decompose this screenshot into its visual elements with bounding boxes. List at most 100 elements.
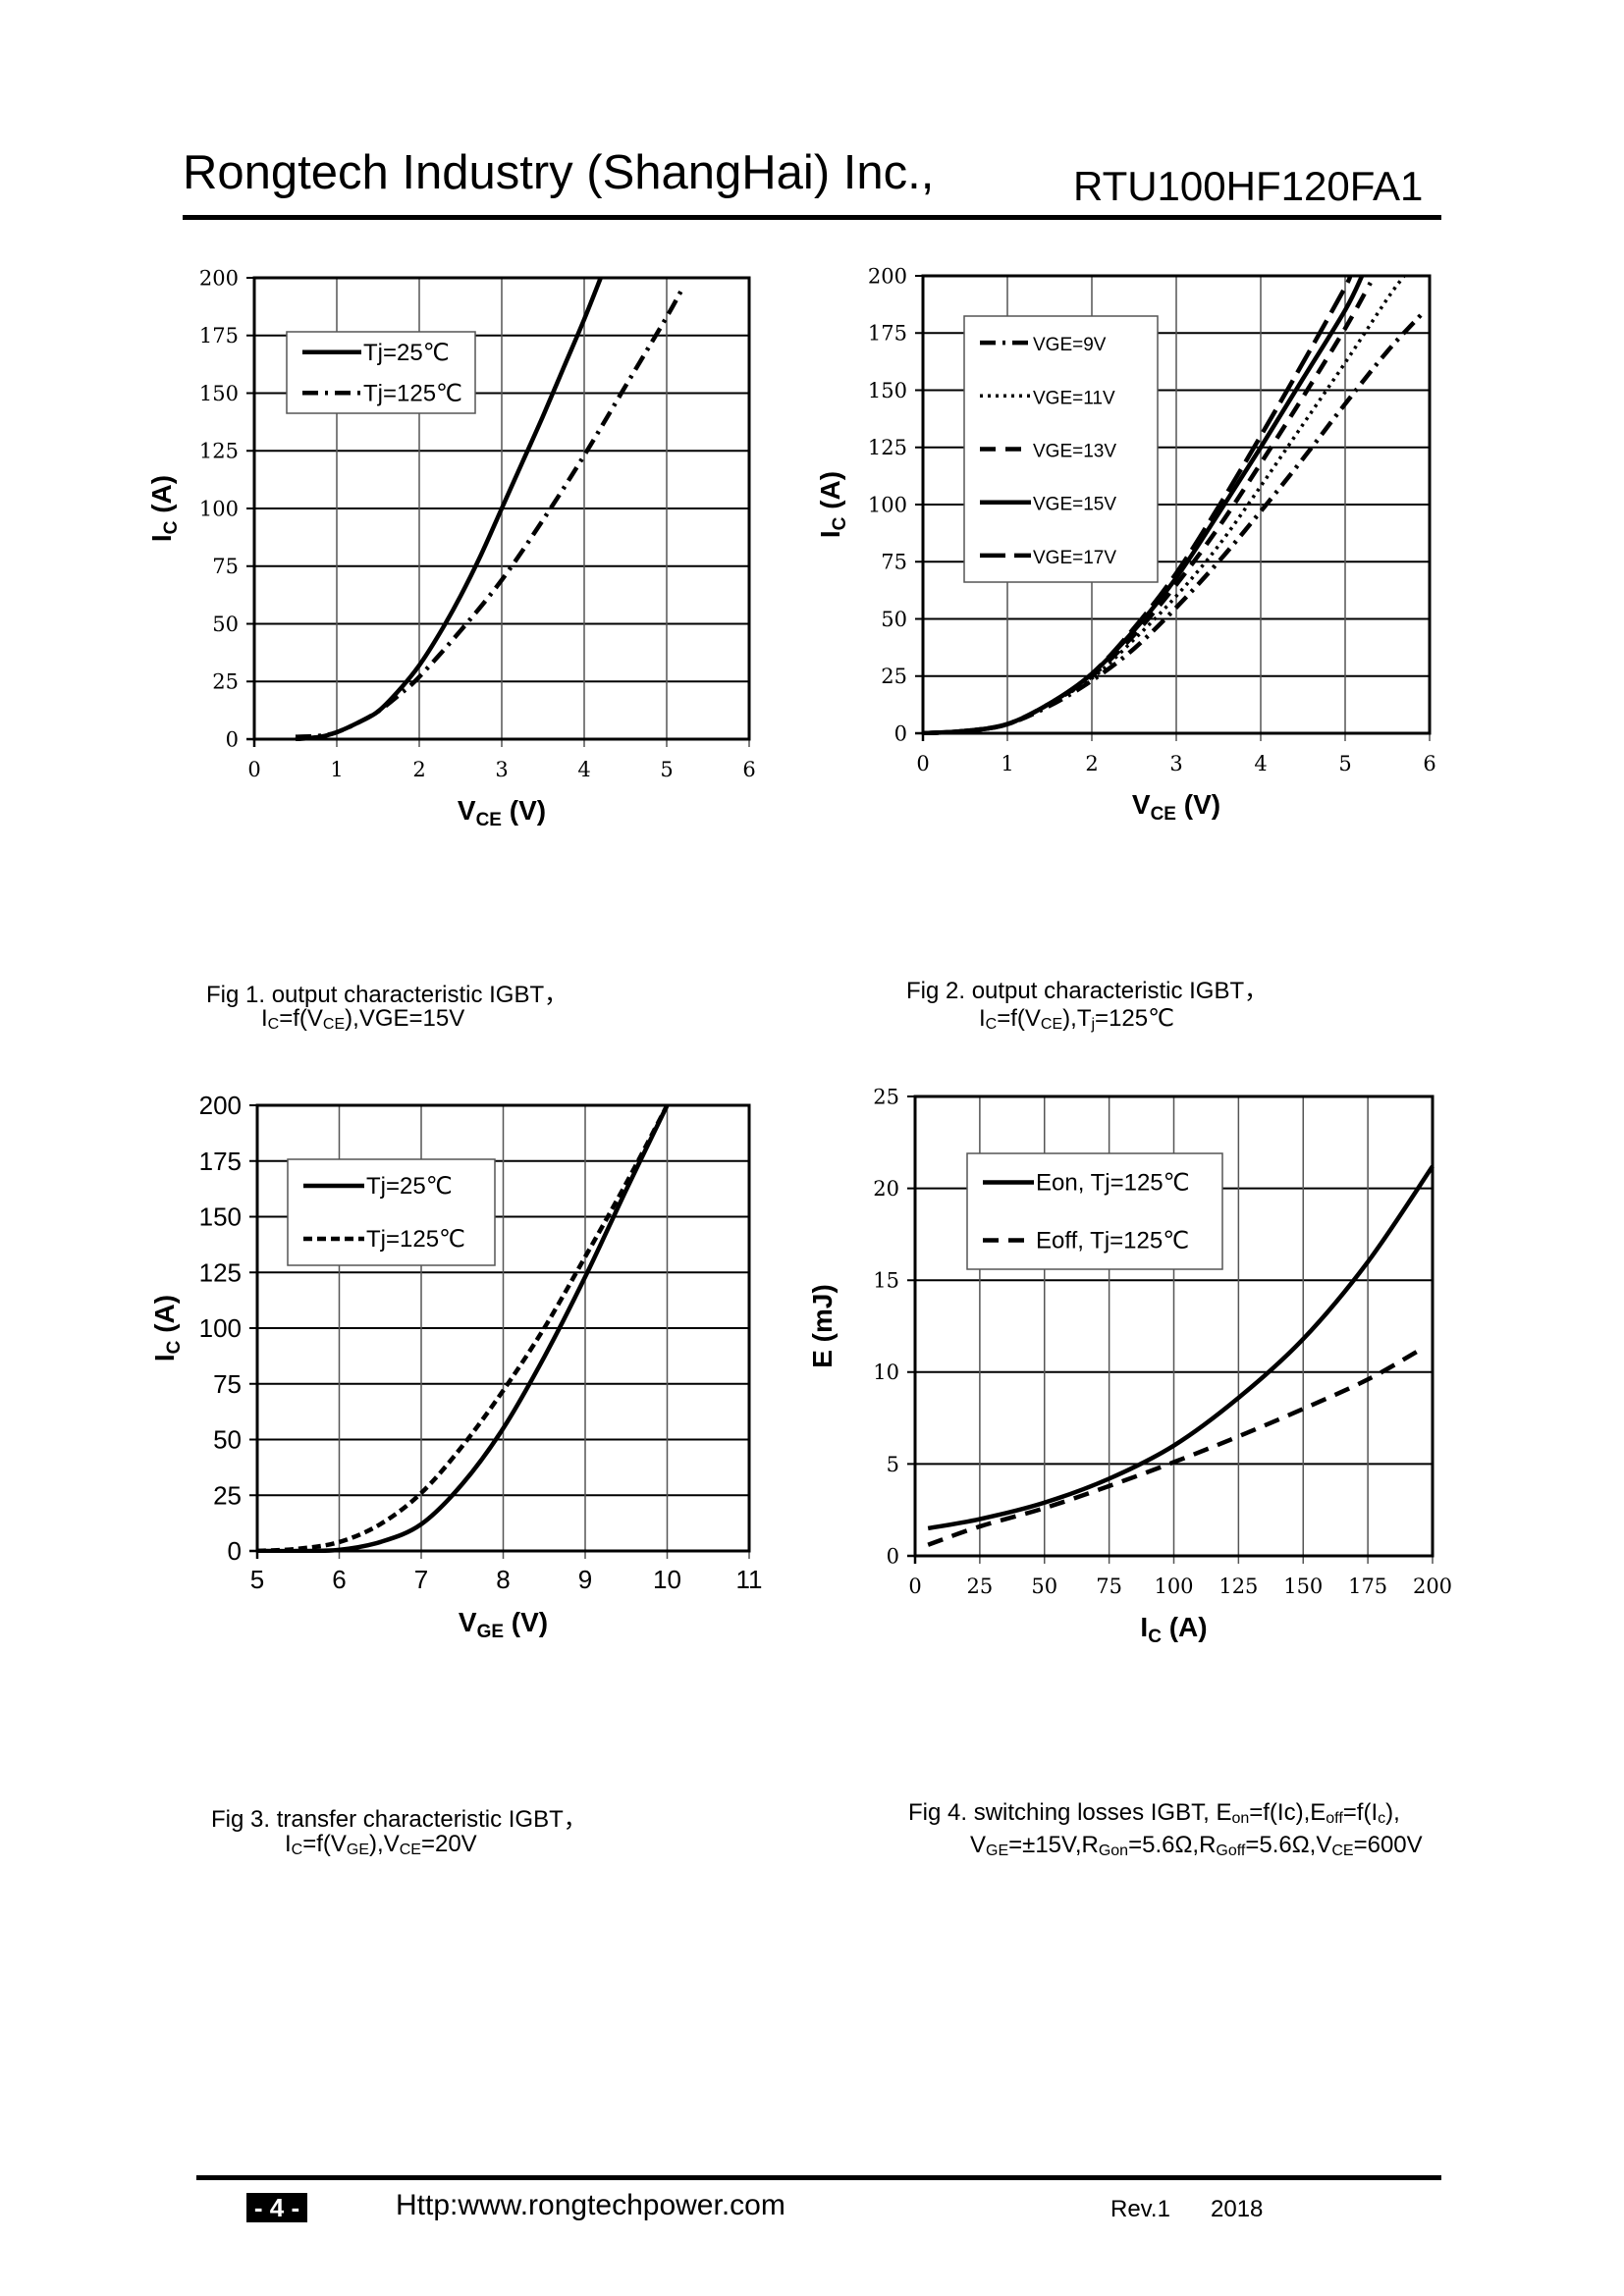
y-axis-label: IC (A) <box>815 471 850 538</box>
y-tick-label: 100 <box>199 1313 242 1343</box>
y-tick-label: 125 <box>868 436 907 459</box>
y-tick-label: 50 <box>881 608 907 631</box>
y-tick-label: 75 <box>881 551 907 574</box>
caption-text: V <box>970 1832 987 1858</box>
x-tick-label: 2 <box>412 758 425 781</box>
fig2-caption-line1: Fig 2. output characteristic IGBT， <box>906 971 1268 1005</box>
y-tick-label: 5 <box>887 1453 899 1476</box>
caption-text: ),T <box>1062 1005 1092 1032</box>
series-line-2 <box>927 1348 1421 1547</box>
axis-label-part: I <box>1140 1612 1148 1642</box>
y-tick-label: 0 <box>887 1544 899 1568</box>
caption-text: Goff <box>1216 1842 1246 1859</box>
caption-text: =600V <box>1353 1832 1423 1858</box>
company-name: Rongtech Industry (ShangHai) Inc., <box>183 146 935 199</box>
x-axis-label: VGE (V) <box>459 1607 548 1642</box>
legend-label: Eoff, Tj=125℃ <box>1036 1228 1189 1255</box>
fig3-caption-line1: Fig 3. transfer characteristic IGBT， <box>211 1799 587 1834</box>
caption-text: =5.6Ω,V <box>1245 1832 1332 1858</box>
plot-frame <box>921 274 1432 735</box>
caption-text: off <box>1326 1810 1343 1827</box>
y-tick-label: 150 <box>199 1202 242 1232</box>
y-tick-label: 10 <box>873 1361 899 1384</box>
fig1-caption-line2: IC=f(VCE),VGE=15V <box>261 1005 464 1034</box>
axis-label-part: (A) <box>149 1295 180 1341</box>
legend-label: Tj=125℃ <box>363 380 462 406</box>
year: 2018 <box>1211 2196 1264 2222</box>
y-tick-label: 25 <box>873 1085 899 1108</box>
series-line-1 <box>257 1104 670 1553</box>
caption-text: CE <box>399 1842 421 1858</box>
website-url: Http:www.rongtechpower.com <box>396 2189 785 2221</box>
y-tick-label: 50 <box>213 1425 242 1455</box>
fig2-caption-line2: IC=f(VCE),Tj=125℃ <box>979 1004 1174 1034</box>
axis-label-part: (V) <box>504 1607 548 1637</box>
plot-frame <box>255 1103 751 1553</box>
x-tick-label: 7 <box>414 1565 428 1594</box>
y-tick-label: 175 <box>199 324 239 347</box>
legend: Tj=25℃ Tj=125℃ <box>287 1158 496 1266</box>
caption-text: =f(I <box>1342 1799 1379 1826</box>
x-tick-label: 0 <box>916 752 929 775</box>
y-tick-label: 200 <box>868 264 907 288</box>
legend-label: Eon, Tj=125℃ <box>1036 1170 1190 1197</box>
legend-label: Tj=25℃ <box>366 1173 453 1200</box>
legend-box <box>963 315 1159 583</box>
axis-label-part: I <box>815 530 845 538</box>
caption-text: c <box>1378 1810 1386 1827</box>
axis-label-part: V <box>459 1607 477 1637</box>
x-tick-label: 150 <box>1283 1575 1323 1598</box>
legend-box <box>287 1158 496 1266</box>
caption-text: Gon <box>1098 1842 1129 1859</box>
legend-label: VGE=15V <box>1033 495 1116 515</box>
y-tick-label: 125 <box>199 1257 242 1287</box>
x-tick-label: 1 <box>1001 752 1013 775</box>
caption-text: Fig 3. transfer characteristic IGBT， <box>211 1806 587 1833</box>
x-tick-label: 11 <box>736 1565 763 1594</box>
x-tick-label: 5 <box>1338 752 1351 775</box>
x-axis-label: IC (A) <box>1140 1612 1207 1647</box>
axis-label-part: CE <box>476 810 502 830</box>
axis-label-part: (A) <box>1162 1612 1208 1642</box>
axis-label-part: (V) <box>1176 789 1220 820</box>
caption-text: on <box>1231 1810 1250 1827</box>
legend: Tj=25℃ Tj=125℃ <box>286 331 476 414</box>
caption-text: CE <box>1040 1016 1063 1033</box>
y-tick-label: 100 <box>868 493 907 516</box>
caption-text: =5.6Ω,R <box>1128 1832 1217 1858</box>
y-tick-label: 0 <box>228 1536 242 1566</box>
axis-label-part: CE <box>1151 804 1176 825</box>
caption-text: C <box>267 1016 280 1033</box>
axis-label-part: (V) <box>502 795 546 826</box>
series-line-1 <box>923 313 1424 735</box>
x-tick-label: 4 <box>577 758 590 781</box>
caption-text: I <box>979 1005 986 1032</box>
y-tick-label: 50 <box>212 613 239 636</box>
y-tick-label: 125 <box>199 440 239 463</box>
x-tick-label: 9 <box>578 1565 592 1594</box>
caption-text: GE <box>986 1842 1009 1859</box>
y-tick-label: 150 <box>868 379 907 402</box>
x-tick-label: 6 <box>742 758 755 781</box>
x-tick-label: 4 <box>1254 752 1267 775</box>
caption-text: C <box>985 1016 998 1033</box>
x-tick-label: 10 <box>653 1565 681 1594</box>
legend-box <box>286 331 476 414</box>
y-tick-label: 0 <box>894 721 907 745</box>
caption-text: ),V <box>369 1831 400 1857</box>
fig3-caption-line2: IC=f(VGE),VCE=20V <box>285 1831 477 1859</box>
y-tick-label: 20 <box>873 1177 899 1201</box>
plot-frame <box>913 1095 1435 1558</box>
axis-label-part: GE <box>477 1622 504 1642</box>
y-tick-label: 200 <box>199 266 239 290</box>
x-tick-label: 3 <box>495 758 508 781</box>
legend-label: VGE=9V <box>1033 335 1107 355</box>
legend-label: Tj=25℃ <box>363 340 450 366</box>
y-tick-label: 175 <box>868 322 907 346</box>
caption-text: =f(V <box>997 1005 1041 1032</box>
y-tick-label: 200 <box>199 1091 242 1120</box>
y-tick-label: 100 <box>199 497 239 520</box>
caption-text: j <box>1091 1016 1096 1033</box>
y-tick-label: 0 <box>226 727 239 751</box>
